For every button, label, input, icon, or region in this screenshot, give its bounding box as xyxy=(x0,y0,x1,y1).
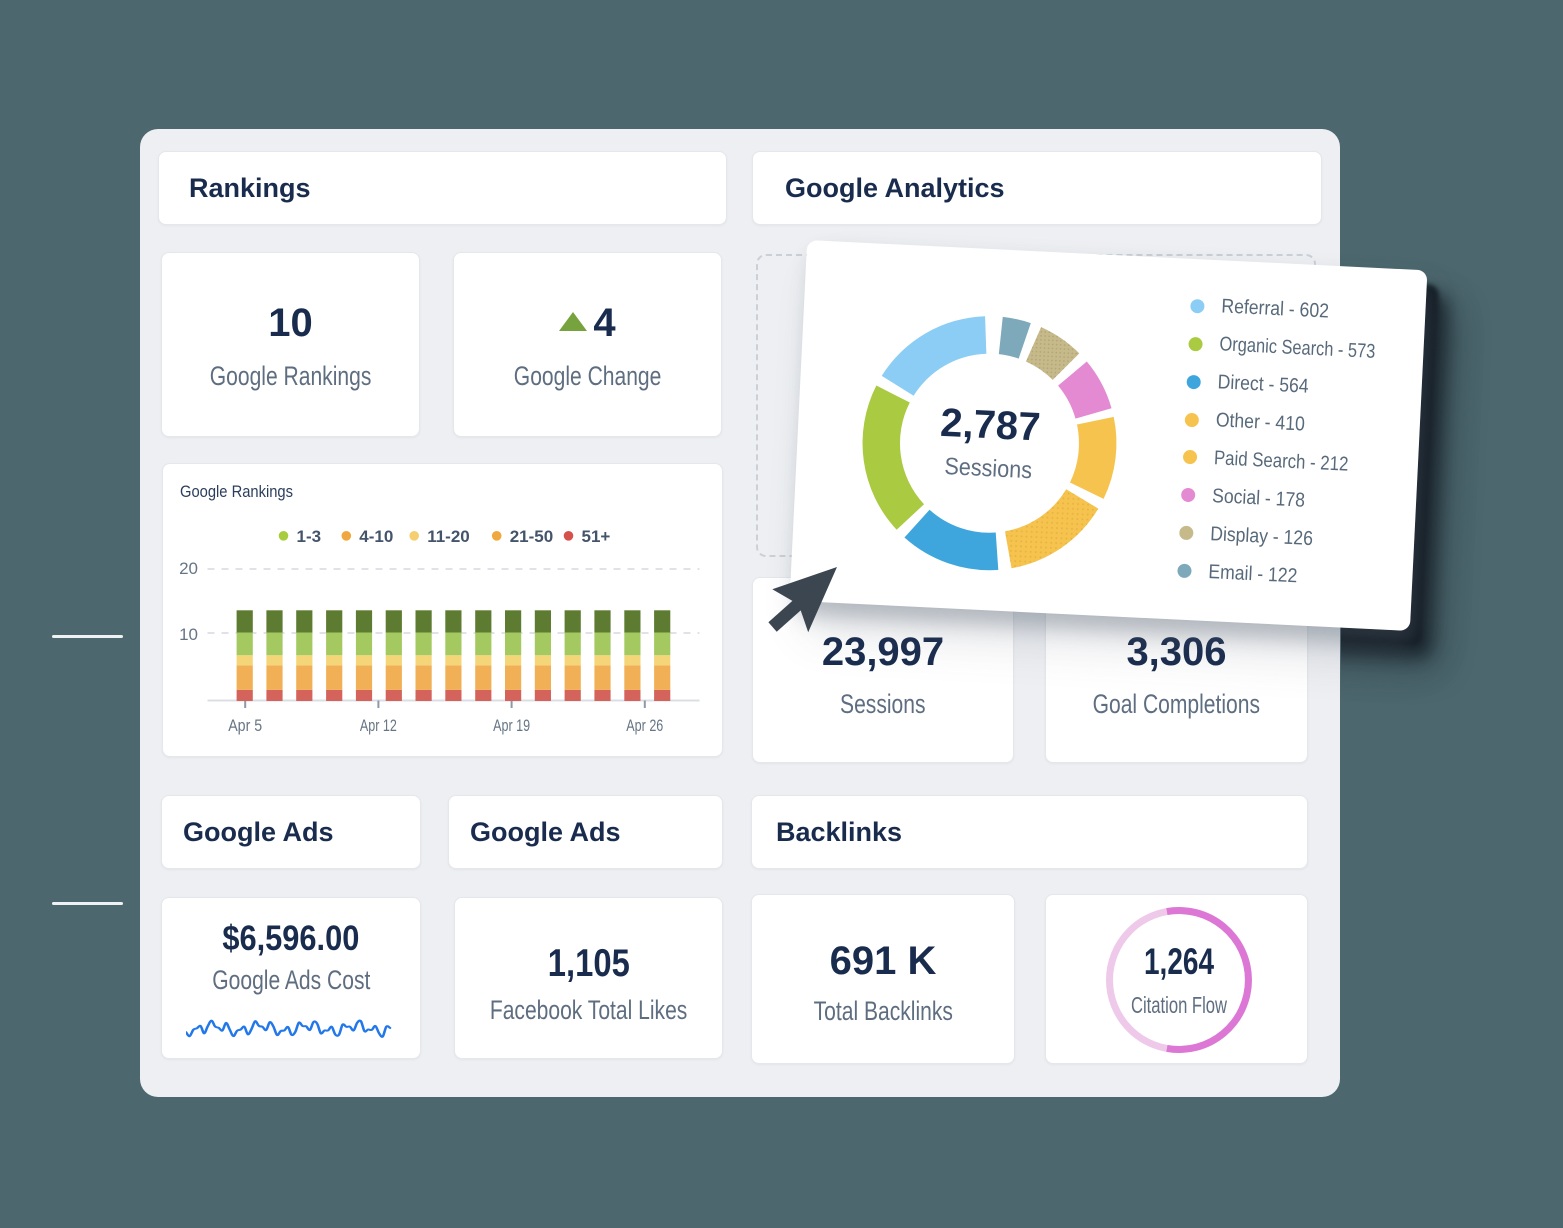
svg-text:Apr 12: Apr 12 xyxy=(360,716,397,735)
svg-text:Google Rankings: Google Rankings xyxy=(180,482,293,501)
svg-text:10: 10 xyxy=(179,625,198,644)
svg-text:1,264: 1,264 xyxy=(1144,941,1214,982)
svg-text:Apr 26: Apr 26 xyxy=(626,716,663,735)
svg-text:20: 20 xyxy=(179,559,198,578)
svg-text:Apr 19: Apr 19 xyxy=(493,716,530,735)
svg-text:4-10: 4-10 xyxy=(359,527,393,546)
svg-text:11-20: 11-20 xyxy=(427,527,470,546)
svg-text:51+: 51+ xyxy=(582,527,611,546)
svg-text:Apr 5: Apr 5 xyxy=(228,716,262,735)
svg-text:1-3: 1-3 xyxy=(297,527,322,546)
svg-text:21-50: 21-50 xyxy=(510,527,553,546)
svg-text:Citation Flow: Citation Flow xyxy=(1131,992,1227,1018)
